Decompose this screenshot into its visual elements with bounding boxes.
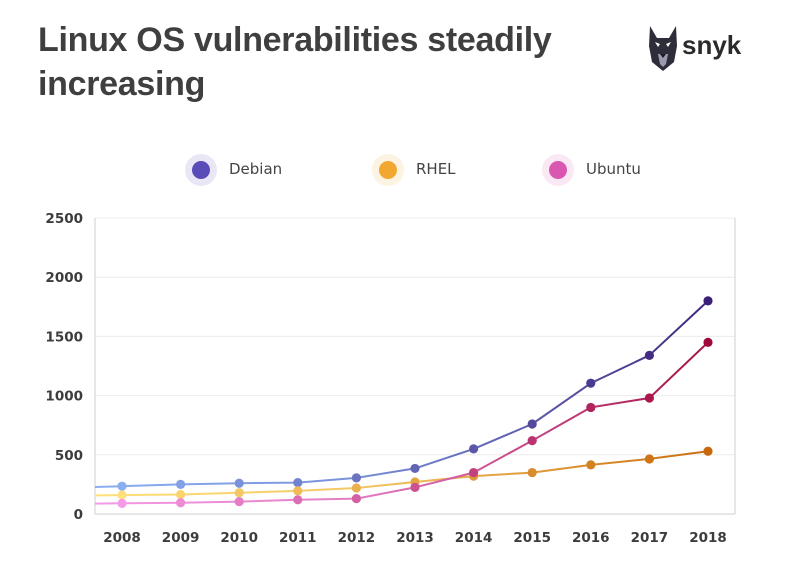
data-point-ubuntu [176,498,186,508]
x-tick-label: 2013 [396,530,434,546]
data-point-debian [293,478,303,488]
grid [95,217,735,456]
chart-title: Linux OS vulnerabilities steadily increa… [38,21,552,103]
axes [94,218,736,515]
legend-label-rhel: RHEL [416,160,456,178]
data-point-rhel [351,483,361,493]
x-tick-label: 2010 [220,530,258,546]
data-point-debian [117,481,127,491]
x-tick-label: 2008 [103,530,141,546]
data-point-debian [586,378,596,388]
data-point-ubuntu [527,435,537,446]
data-point-ubuntu [351,494,361,504]
x-tick-label: 2009 [162,530,200,546]
data-point-rhel [644,454,655,464]
data-point-debian [234,478,244,488]
y-tick-label: 0 [74,507,83,523]
legend-label-debian: Debian [229,160,283,178]
data-point-rhel [117,490,127,500]
x-tick-label: 2011 [279,530,317,546]
y-tick-label: 1000 [45,389,83,405]
data-point-ubuntu [703,337,713,347]
legend-marker-rhel [372,154,404,186]
y-tick-label: 500 [55,448,83,464]
x-tick-label: 2016 [572,530,610,546]
data-point-rhel [703,446,713,456]
data-point-ubuntu [644,393,655,403]
data-point-debian [176,479,186,489]
brand-logo: snyk [646,24,756,74]
legend-label-ubuntu: Ubuntu [586,160,641,178]
series-line-debian [94,300,709,488]
data-point-ubuntu [469,467,479,478]
data-point-ubuntu [410,482,420,492]
data-point-ubuntu [293,495,303,505]
y-tick-label: 2500 [45,211,83,227]
brand-name: snyk [682,30,742,60]
legend-marker-debian [185,154,217,186]
y-tick-label: 1500 [45,329,83,345]
data-point-ubuntu [586,402,596,413]
data-point-debian [469,444,479,454]
data-point-rhel [293,486,303,496]
x-tick-label: 2015 [513,530,551,546]
series-line-ubuntu [94,341,709,505]
legend-marker-ubuntu [542,154,574,186]
data-point-ubuntu [234,496,244,507]
x-tick-label: 2012 [338,530,376,546]
series-line-rhel [94,450,709,497]
data-point-ubuntu [117,498,127,508]
x-tick-label: 2017 [631,530,669,546]
data-point-rhel [234,488,244,498]
legend: Debian RHEL Ubuntu [0,150,788,190]
series [94,296,713,508]
x-tick-label: 2014 [455,530,493,546]
data-point-debian [351,473,361,483]
data-point-debian [527,419,537,429]
x-tick-label: 2018 [689,530,727,546]
data-point-rhel [176,489,186,500]
doberman-logo-icon [649,26,677,71]
data-point-debian [703,296,713,306]
tick-labels: 0 500 1000 1500 2000 2500 2008 2009 2010 2011 2012… [45,211,726,546]
data-point-debian [644,350,655,360]
data-point-rhel [527,467,537,478]
y-tick-label: 2000 [45,270,83,286]
data-point-debian [410,463,420,474]
data-point-rhel [586,460,596,470]
